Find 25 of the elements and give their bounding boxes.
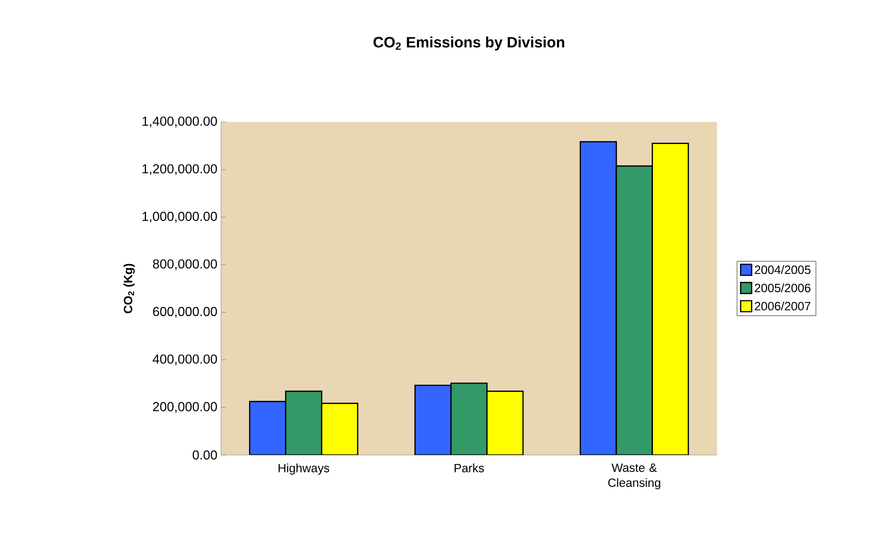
bar <box>616 165 653 455</box>
legend-label: 2005/2006 <box>754 283 810 292</box>
chart-title: CO$_{2}$ Emissions by Division <box>374 36 564 50</box>
x-tick-label: Highways <box>278 464 330 475</box>
y-tick-label: 1,400,000.00 <box>142 116 217 128</box>
bar <box>580 141 617 455</box>
y-tick-label: 400,000.00 <box>152 354 217 366</box>
bar <box>414 384 452 455</box>
bar <box>249 400 286 455</box>
legend-label: 2004/2005 <box>754 265 810 274</box>
y-tick-label: 600,000.00 <box>153 306 217 318</box>
bar <box>652 142 689 455</box>
y-tick-label: 800,000.00 <box>152 259 217 270</box>
y-tick-label: 1,000,000.00 <box>142 212 217 223</box>
y-tick-label: 1,200,000.00 <box>142 164 217 175</box>
bar <box>486 390 524 455</box>
bar <box>321 402 358 455</box>
bar <box>285 390 322 455</box>
legend-label: 2006/2007 <box>754 302 810 310</box>
x-tick-label: Waste & Cleansing <box>608 464 660 490</box>
y-tick-label: 200,000.00 <box>153 402 217 413</box>
y-tick-label: 0.00 <box>192 450 217 460</box>
y-axis-title: CO$_{2}$ (Kg) <box>123 264 135 314</box>
x-tick-label: Parks <box>454 464 484 472</box>
bar <box>450 382 488 455</box>
